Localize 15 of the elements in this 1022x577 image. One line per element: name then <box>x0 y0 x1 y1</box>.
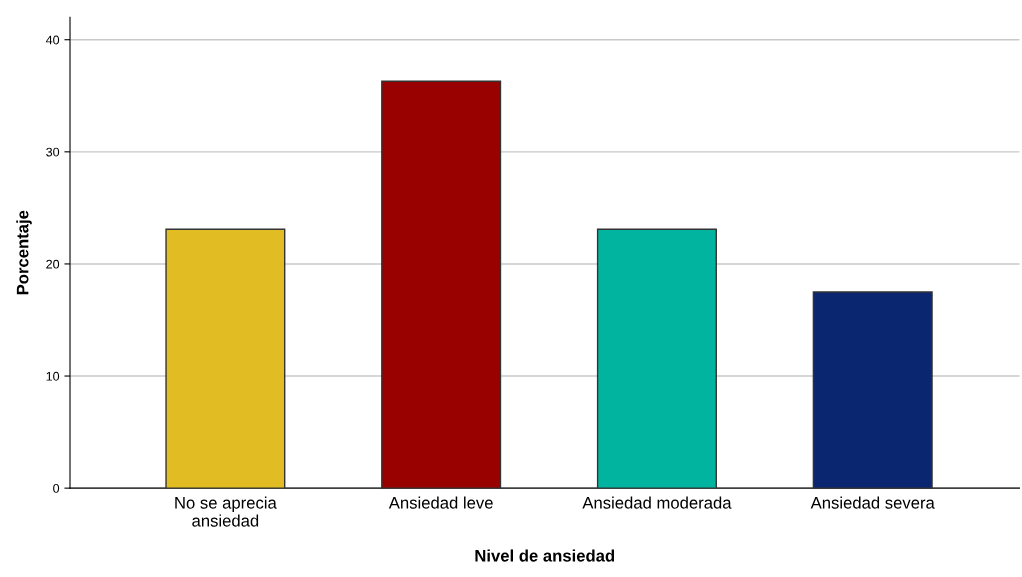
bar <box>381 80 502 489</box>
bar <box>596 228 717 489</box>
bar <box>812 291 933 489</box>
y-tick-label: 0 <box>53 483 60 493</box>
x-tick-label: Ansiedad leve <box>388 496 493 509</box>
x-tick-label: Ansiedad moderada <box>582 496 732 509</box>
y-tick-label: 10 <box>46 371 60 381</box>
y-tick-label: 30 <box>46 147 60 157</box>
y-tick-label: 40 <box>45 35 60 45</box>
x-tick-label: No se aprecia ansiedad <box>175 496 277 527</box>
x-tick-label: Ansiedad severa <box>810 496 935 509</box>
y-tick-label: 20 <box>46 259 60 269</box>
x-axis-title: Nivel de ansiedad <box>475 549 615 562</box>
bar <box>165 228 286 489</box>
y-axis-title: Porcentaje <box>16 210 32 295</box>
